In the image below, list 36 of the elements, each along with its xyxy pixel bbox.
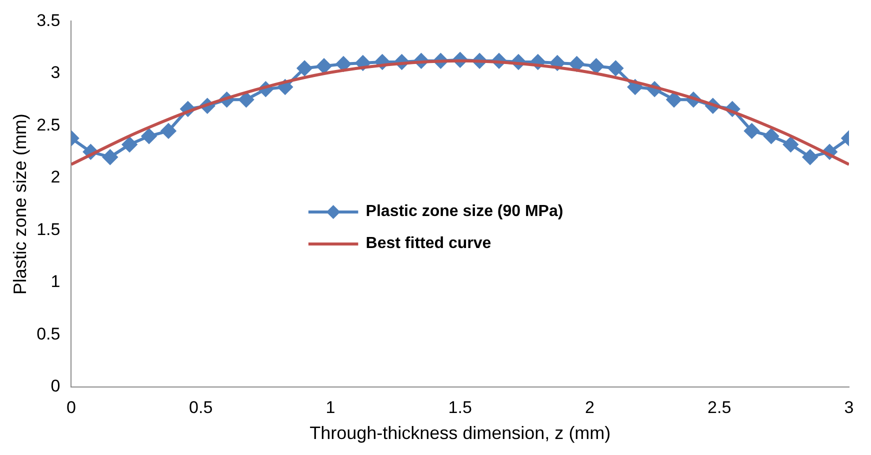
legend-label: Plastic zone size (90 MPa) xyxy=(366,202,564,220)
point xyxy=(122,137,138,152)
y-tick-label: 0 xyxy=(50,376,60,396)
point xyxy=(783,137,798,152)
point xyxy=(628,80,643,95)
point xyxy=(102,150,118,165)
point xyxy=(744,123,760,138)
x-tick-label: 0 xyxy=(66,398,76,417)
point xyxy=(238,92,254,108)
y-tick-label: 2 xyxy=(50,168,60,187)
point xyxy=(802,150,818,165)
legend-label: Best fitted curve xyxy=(366,234,492,252)
point xyxy=(569,56,584,72)
x-tick-label: 2.5 xyxy=(708,398,732,417)
point xyxy=(160,123,176,138)
x-tick-label: 2 xyxy=(585,398,594,417)
y-tick-label: 1 xyxy=(50,272,60,292)
x-tick-label: 3 xyxy=(844,398,854,417)
point xyxy=(316,58,332,74)
point xyxy=(666,92,682,108)
point xyxy=(142,128,157,144)
x-tick-label: 1 xyxy=(326,398,336,417)
y-tick-label: 1.5 xyxy=(36,220,60,239)
point xyxy=(336,56,351,72)
y-tick-label: 2.5 xyxy=(36,115,60,134)
point xyxy=(297,60,312,76)
point xyxy=(764,128,779,144)
y-axis-title: Plastic zone size (mm) xyxy=(10,114,30,295)
y-tick-label: 0.5 xyxy=(36,324,60,344)
point xyxy=(588,58,604,74)
x-tick-label: 0.5 xyxy=(189,398,213,417)
x-tick-label: 1.5 xyxy=(448,398,472,417)
point xyxy=(608,60,624,76)
y-tick-label: 3 xyxy=(50,63,60,82)
x-axis-title: Through-thickness dimension, z (mm) xyxy=(310,423,611,444)
y-tick-label: 3.5 xyxy=(36,10,60,30)
